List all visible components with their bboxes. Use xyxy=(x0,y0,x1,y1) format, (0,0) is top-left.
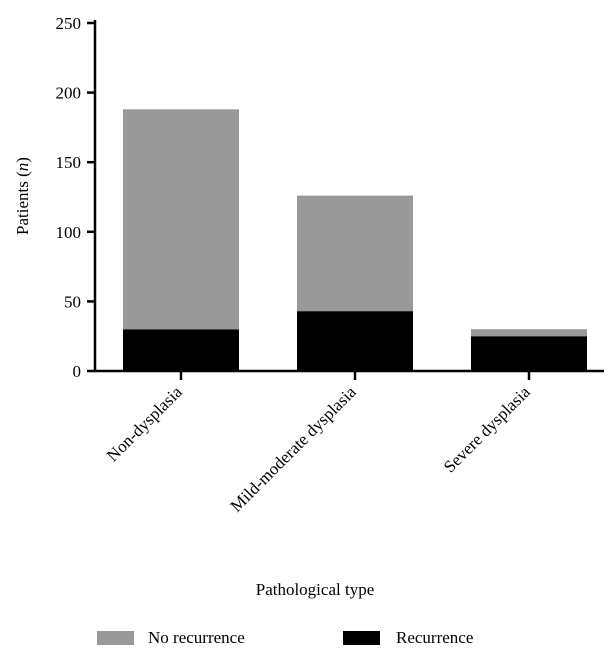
legend: No recurrence Recurrence xyxy=(97,628,473,647)
legend-label: Recurrence xyxy=(396,628,473,647)
x-ticks: Non-dysplasia Mild-moderate dysplasia Seve… xyxy=(103,371,534,516)
y-ticks: 0 50 100 150 200 250 xyxy=(56,14,95,381)
y-tick-label: 150 xyxy=(56,153,82,172)
y-tick-label: 50 xyxy=(64,292,81,311)
legend-swatch xyxy=(343,631,380,645)
legend-swatch xyxy=(97,631,134,645)
bar-recurrence xyxy=(471,336,587,371)
y-tick-label: 200 xyxy=(56,84,82,103)
bar-no-recurrence xyxy=(123,109,239,330)
bar-no-recurrence xyxy=(471,329,587,337)
x-tick-label: Non-dysplasia xyxy=(103,382,186,465)
x-tick-label: Severe dysplasia xyxy=(440,382,534,476)
bar-recurrence xyxy=(123,329,239,371)
x-axis-title: Pathological type xyxy=(256,580,375,599)
y-axis-title-text: Patients xyxy=(13,181,32,235)
y-axis-title-unit: n xyxy=(13,163,32,172)
y-axis-title: Patients (n) xyxy=(13,157,32,235)
bar-no-recurrence xyxy=(297,195,413,312)
y-tick-label: 0 xyxy=(73,362,82,381)
y-tick-label: 250 xyxy=(56,14,82,33)
axes-layer xyxy=(93,20,604,373)
legend-label: No recurrence xyxy=(148,628,245,647)
bars-layer xyxy=(123,109,587,371)
y-tick-label: 100 xyxy=(56,223,82,242)
x-tick-label: Mild-moderate dysplasia xyxy=(227,382,361,516)
bar-recurrence xyxy=(297,311,413,371)
